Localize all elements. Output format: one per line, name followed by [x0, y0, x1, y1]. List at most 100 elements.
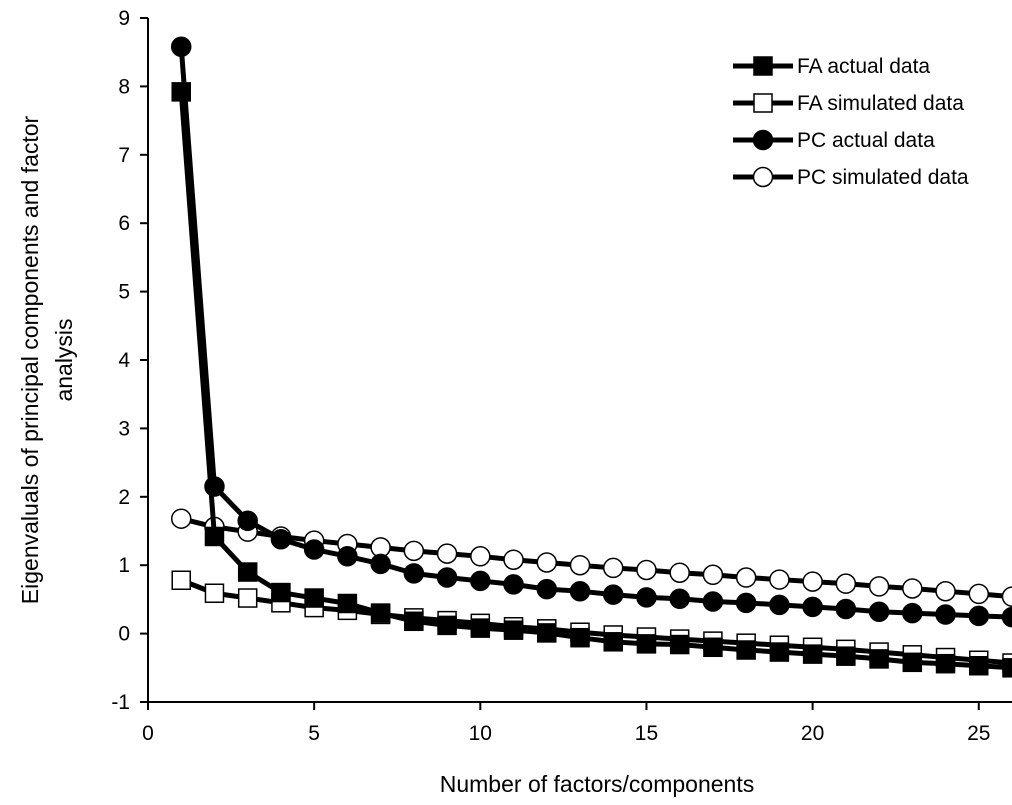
x-tick-label: 25	[967, 722, 990, 745]
data-point	[836, 646, 856, 666]
data-point	[569, 580, 591, 602]
data-point	[337, 593, 358, 614]
data-point	[603, 632, 623, 652]
data-point	[935, 653, 956, 674]
axes: -1 0 1 2 3 4 5 6 7 8 9 0 5 10 15 20 25	[111, 7, 1012, 745]
legend-marker	[753, 93, 773, 113]
data-point	[735, 567, 757, 588]
legend-label: FA simulated data	[797, 92, 964, 115]
data-point	[636, 634, 657, 654]
data-point	[503, 574, 524, 595]
data-point	[170, 36, 192, 57]
data-point	[536, 578, 558, 600]
y-axis-title-line-1: Eigenvaluals of principal components and…	[17, 115, 43, 604]
data-point	[868, 576, 890, 597]
data-point	[503, 620, 524, 640]
data-point	[636, 587, 657, 608]
data-point	[503, 549, 524, 570]
legend-label: PC actual data	[797, 129, 935, 152]
x-tick-label: 20	[801, 722, 824, 745]
x-axis-title: Number of factors/components	[440, 771, 754, 797]
data-point	[669, 562, 690, 583]
data-point	[702, 591, 724, 612]
data-point	[669, 588, 690, 609]
data-point	[636, 559, 657, 581]
data-point	[1001, 586, 1012, 607]
data-point	[735, 592, 757, 614]
legend-label: FA actual data	[797, 55, 930, 78]
y-axis-title-line-2: analysis	[51, 318, 77, 401]
data-point	[403, 563, 425, 584]
y-tick-label: 6	[118, 212, 130, 235]
y-tick-label: -1	[111, 691, 130, 714]
data-point	[736, 640, 756, 660]
data-point	[1001, 606, 1012, 628]
data-point	[602, 584, 624, 605]
data-point	[537, 623, 557, 643]
y-tick-label: 0	[118, 623, 130, 646]
data-point	[902, 602, 923, 624]
data-point	[935, 580, 956, 602]
legend-marker	[753, 56, 773, 76]
y-tick-label: 8	[118, 75, 130, 98]
data-point	[237, 510, 258, 531]
data-point	[835, 598, 857, 620]
data-point	[204, 526, 225, 547]
data-point	[702, 564, 724, 586]
data-point	[170, 508, 192, 529]
x-tick-label: 10	[469, 722, 492, 745]
legend-entry: PC simulated data	[733, 166, 969, 189]
data-point	[437, 615, 457, 636]
data-point	[769, 594, 790, 616]
y-tick-label: 1	[118, 554, 130, 577]
data-point	[536, 552, 558, 573]
series-layer	[170, 36, 1012, 678]
x-tick-label: 15	[635, 722, 658, 745]
legend: FA actual data FA simulated data PC actual…	[733, 55, 969, 189]
data-point	[969, 655, 989, 676]
x-tick-label: 5	[308, 722, 320, 745]
legend-entry: PC actual data	[733, 129, 935, 152]
data-point	[171, 82, 191, 102]
data-point	[304, 588, 324, 608]
data-point	[835, 573, 857, 594]
data-point	[802, 571, 823, 592]
legend-marker	[752, 129, 774, 151]
x-tick-label: 0	[142, 722, 154, 745]
data-point	[868, 601, 890, 622]
data-point	[968, 605, 990, 627]
legend-entry: FA simulated data	[733, 92, 964, 115]
data-point	[968, 583, 990, 605]
data-point	[802, 644, 823, 664]
data-point	[570, 627, 590, 648]
y-tick-label: 7	[118, 144, 130, 167]
data-point	[602, 557, 624, 579]
y-tick-label: 9	[118, 7, 130, 30]
y-tick-label: 2	[118, 486, 130, 509]
data-point	[271, 582, 291, 603]
data-point	[470, 546, 491, 567]
data-point	[902, 578, 923, 599]
data-point	[1002, 658, 1012, 678]
y-tick-label: 3	[118, 417, 130, 440]
data-point	[403, 540, 425, 562]
data-point	[204, 583, 225, 603]
data-point	[470, 618, 491, 638]
data-point	[337, 546, 358, 567]
data-point	[370, 603, 391, 623]
data-point	[902, 652, 923, 673]
legend-marker	[752, 166, 774, 188]
legend-label: PC simulated data	[797, 166, 969, 189]
data-point	[802, 596, 823, 618]
series-pc-actual-data	[170, 36, 1012, 628]
data-point	[237, 588, 258, 608]
series-fa-actual-data	[171, 82, 1012, 678]
data-point	[303, 539, 325, 560]
data-point	[869, 649, 889, 669]
data-point	[769, 569, 790, 590]
data-point	[404, 611, 424, 632]
legend-entry: FA actual data	[733, 55, 930, 78]
y-tick-label: 4	[118, 349, 130, 372]
data-point	[270, 528, 292, 550]
